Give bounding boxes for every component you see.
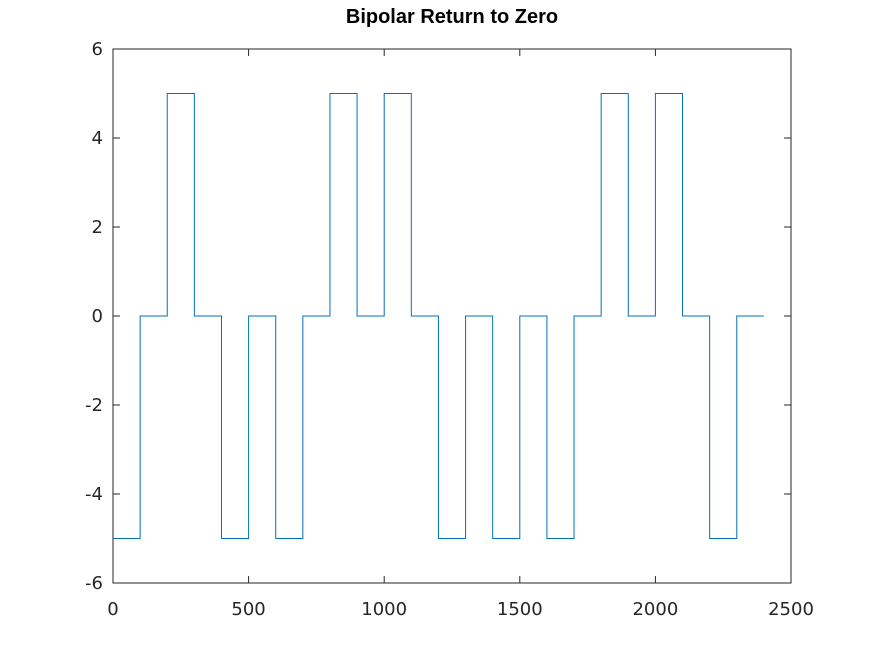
y-tick-label: -2 (85, 395, 103, 416)
series-line (113, 93, 764, 539)
x-tick-label: 2500 (768, 599, 814, 620)
x-tick-label: 0 (107, 599, 118, 620)
x-tick-label: 2000 (632, 599, 678, 620)
x-tick-label: 1500 (497, 599, 543, 620)
plot-area-frame (112, 48, 792, 584)
axis-ticks (112, 48, 792, 584)
axis-tick-labels: 0 500 1000 1500 2000 2500 -6 -4 -2 0 2 4 6 (85, 39, 814, 620)
y-tick-label: -6 (85, 573, 103, 594)
x-tick-label: 500 (231, 599, 265, 620)
y-tick-label: 4 (92, 128, 103, 149)
chart-title: Bipolar Return to Zero (346, 6, 558, 28)
series-layer (113, 93, 764, 539)
x-tick-label: 1000 (361, 599, 407, 620)
y-tick-label: 6 (92, 39, 103, 60)
y-tick-label: -4 (85, 484, 103, 505)
y-tick-label: 0 (92, 306, 103, 327)
y-tick-label: 2 (92, 217, 103, 238)
